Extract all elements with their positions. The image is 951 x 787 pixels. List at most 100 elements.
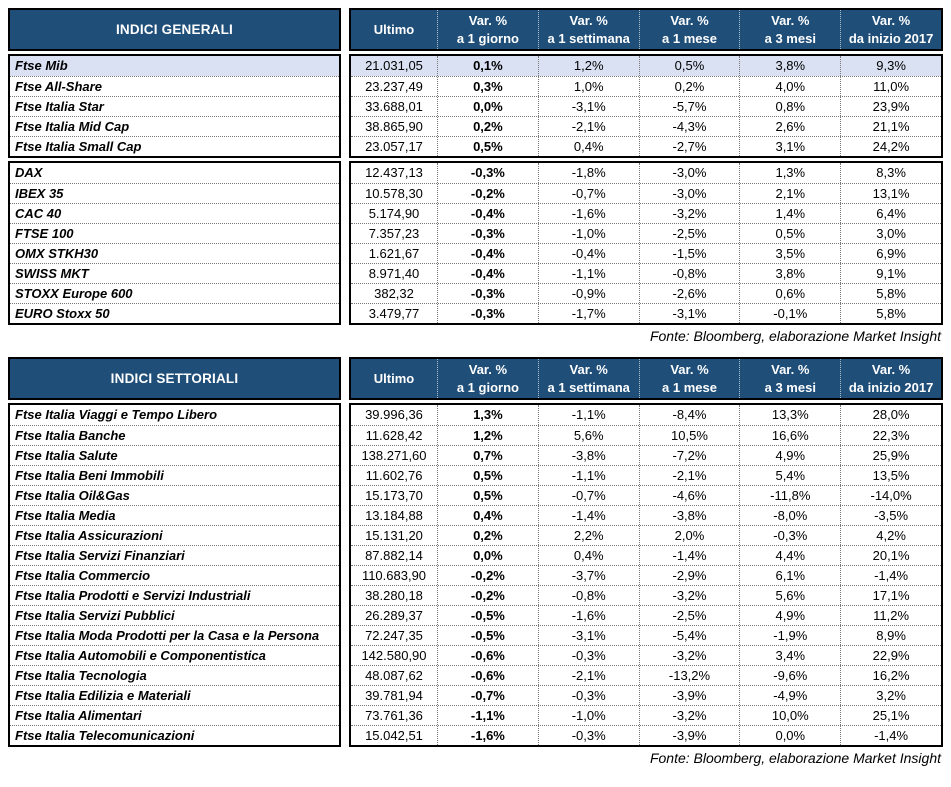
cell-var: -0,9% (537, 284, 639, 303)
row-label: Ftse Italia Servizi Pubblici (10, 605, 339, 625)
cell-var: -3,2% (638, 706, 740, 725)
cell-ultimo: 72.247,35 (365, 628, 423, 643)
cell-var: 28,0% (840, 405, 941, 425)
index-name-column: Ftse Italia Viaggi e Tempo Libero Ftse It… (8, 403, 341, 747)
table-gutter (341, 403, 349, 747)
cell-var: -8,0% (739, 506, 840, 525)
cell-var: 2,1% (739, 184, 840, 203)
cell-var: 6,4% (840, 204, 941, 223)
row-label: FTSE 100 (10, 223, 339, 243)
cell-ultimo: 110.683,90 (361, 568, 427, 583)
table-row: 26.289,37 -0,5% -1,6% -2,5% 4,9% 11,2% (351, 605, 941, 625)
table-row: 15.173,70 0,5% -0,7% -4,6% -11,8% -14,0% (351, 485, 941, 505)
table-header-row: INDICI GENERALI Ultimo Var. % a 1 giorno Var… (8, 8, 943, 51)
table-row: 13.184,88 0,4% -1,4% -3,8% -8,0% -3,5% (351, 505, 941, 525)
cell-var: 6,1% (739, 566, 840, 585)
cell-var: -1,6% (537, 606, 639, 625)
table-row: 1.621,67 -0,4% -0,4% -1,5% 3,5% 6,9% (351, 243, 941, 263)
cell-ultimo: 23.057,17 (365, 139, 423, 154)
cell-var: 11,2% (840, 606, 941, 625)
table-row: 3.479,77 -0,3% -1,7% -3,1% -0,1% 5,8% (351, 303, 941, 323)
cell-ultimo: 382,32 (374, 286, 414, 301)
cell-var: -0,3% (537, 686, 639, 705)
cell-var: 2,0% (638, 526, 740, 545)
row-label: CAC 40 (10, 203, 339, 223)
values-column: 12.437,13 -0,3% -1,8% -3,0% 1,3% 8,3% 10.578,3… (349, 161, 943, 325)
cell-var: -8,4% (638, 405, 740, 425)
cell-var: -0,4% (537, 244, 639, 263)
table-row: 38.865,90 0,2% -2,1% -4,3% 2,6% 21,1% (351, 116, 941, 136)
cell-ultimo: 39.996,36 (365, 407, 423, 422)
cell-var: -3,9% (638, 686, 740, 705)
cell-var: -1,1% (537, 405, 639, 425)
cell-ultimo: 87.882,14 (365, 548, 423, 563)
cell-ultimo: 21.031,05 (365, 58, 423, 73)
cell-var: 13,3% (739, 405, 840, 425)
table-title: INDICI SETTORIALI (8, 357, 341, 400)
cell-var: 0,5% (739, 224, 840, 243)
cell-var: 2,2% (537, 526, 639, 545)
col-header: Var. % a 1 giorno (437, 10, 538, 49)
cell-var: 23,9% (840, 97, 941, 116)
col-header-line2: a 3 mesi (764, 30, 816, 46)
cell-var: 0,4% (437, 506, 538, 525)
table-row: 5.174,90 -0,4% -1,6% -3,2% 1,4% 6,4% (351, 203, 941, 223)
cell-var: 4,2% (840, 526, 941, 545)
cell-var: -4,6% (638, 486, 740, 505)
cell-ultimo: 23.237,49 (365, 79, 423, 94)
col-header-line1: Var. % (569, 12, 608, 28)
column-headers: Ultimo Var. % a 1 giorno Var. % a 1 settiman… (349, 357, 943, 400)
cell-ultimo: 10.578,30 (365, 186, 423, 201)
cell-ultimo: 5.174,90 (368, 206, 420, 221)
cell-var: -0,1% (739, 304, 840, 323)
cell-var: 0,0% (437, 97, 538, 116)
cell-var: 5,8% (840, 304, 941, 323)
col-header: Var. % a 1 giorno (437, 359, 538, 398)
col-header-line2: da inizio 2017 (848, 30, 934, 46)
table-row: 23.237,49 0,3% 1,0% 0,2% 4,0% 11,0% (351, 76, 941, 96)
row-label: Ftse All-Share (10, 76, 339, 96)
cell-var: -5,7% (638, 97, 740, 116)
cell-var: -0,6% (437, 666, 538, 685)
row-label: Ftse Italia Beni Immobili (10, 465, 339, 485)
col-header-line2: a 1 mese (662, 379, 717, 395)
cell-ultimo: 48.087,62 (365, 668, 423, 683)
cell-var: -1,4% (840, 566, 941, 585)
row-label: DAX (15, 165, 43, 180)
cell-var: -7,2% (638, 446, 740, 465)
row-label: Ftse Italia Commercio (10, 565, 339, 585)
cell-ultimo: 15.173,70 (365, 488, 423, 503)
table-row: 7.357,23 -0,3% -1,0% -2,5% 0,5% 3,0% (351, 223, 941, 243)
row-label: Ftse Italia Viaggi e Tempo Libero (15, 407, 218, 422)
col-header-line2: a 1 mese (662, 30, 717, 46)
cell-var: -2,9% (638, 566, 740, 585)
row-label: Ftse Italia Small Cap (10, 136, 339, 156)
table-header-row: INDICI SETTORIALI Ultimo Var. % a 1 giorno V… (8, 357, 943, 400)
cell-var: 3,4% (739, 646, 840, 665)
cell-var: -0,5% (437, 606, 538, 625)
cell-var: 13,5% (840, 466, 941, 485)
values-column: 21.031,05 0,1% 1,2% 0,5% 3,8% 9,3% 23.237,49 0,… (349, 54, 943, 158)
cell-var: 0,0% (739, 726, 840, 745)
table-row: 33.688,01 0,0% -3,1% -5,7% 0,8% 23,9% (351, 96, 941, 116)
table-row: 15.131,20 0,2% 2,2% 2,0% -0,3% 4,2% (351, 525, 941, 545)
cell-var: -3,8% (638, 506, 740, 525)
col-header-line1: Ultimo (373, 21, 415, 37)
cell-var: -14,0% (840, 486, 941, 505)
cell-var: 9,3% (840, 56, 941, 76)
table-row: 39.781,94 -0,7% -0,3% -3,9% -4,9% 3,2% (351, 685, 941, 705)
cell-var: -3,2% (638, 646, 740, 665)
cell-ultimo: 8.971,40 (368, 266, 420, 281)
cell-var: 25,1% (840, 706, 941, 725)
cell-var: 0,1% (437, 56, 538, 76)
cell-var: 4,4% (739, 546, 840, 565)
cell-var: 0,7% (437, 446, 538, 465)
cell-var: 22,9% (840, 646, 941, 665)
cell-var: 1,4% (739, 204, 840, 223)
values-column: 39.996,36 1,3% -1,1% -8,4% 13,3% 28,0% 11.628,… (349, 403, 943, 747)
cell-var: 9,1% (840, 264, 941, 283)
col-header: Var. % a 1 mese (638, 10, 740, 49)
cell-var: -3,7% (537, 566, 639, 585)
table-section: Ftse Italia Viaggi e Tempo Libero Ftse It… (8, 403, 943, 747)
row-label: Ftse Italia Oil&Gas (10, 485, 339, 505)
